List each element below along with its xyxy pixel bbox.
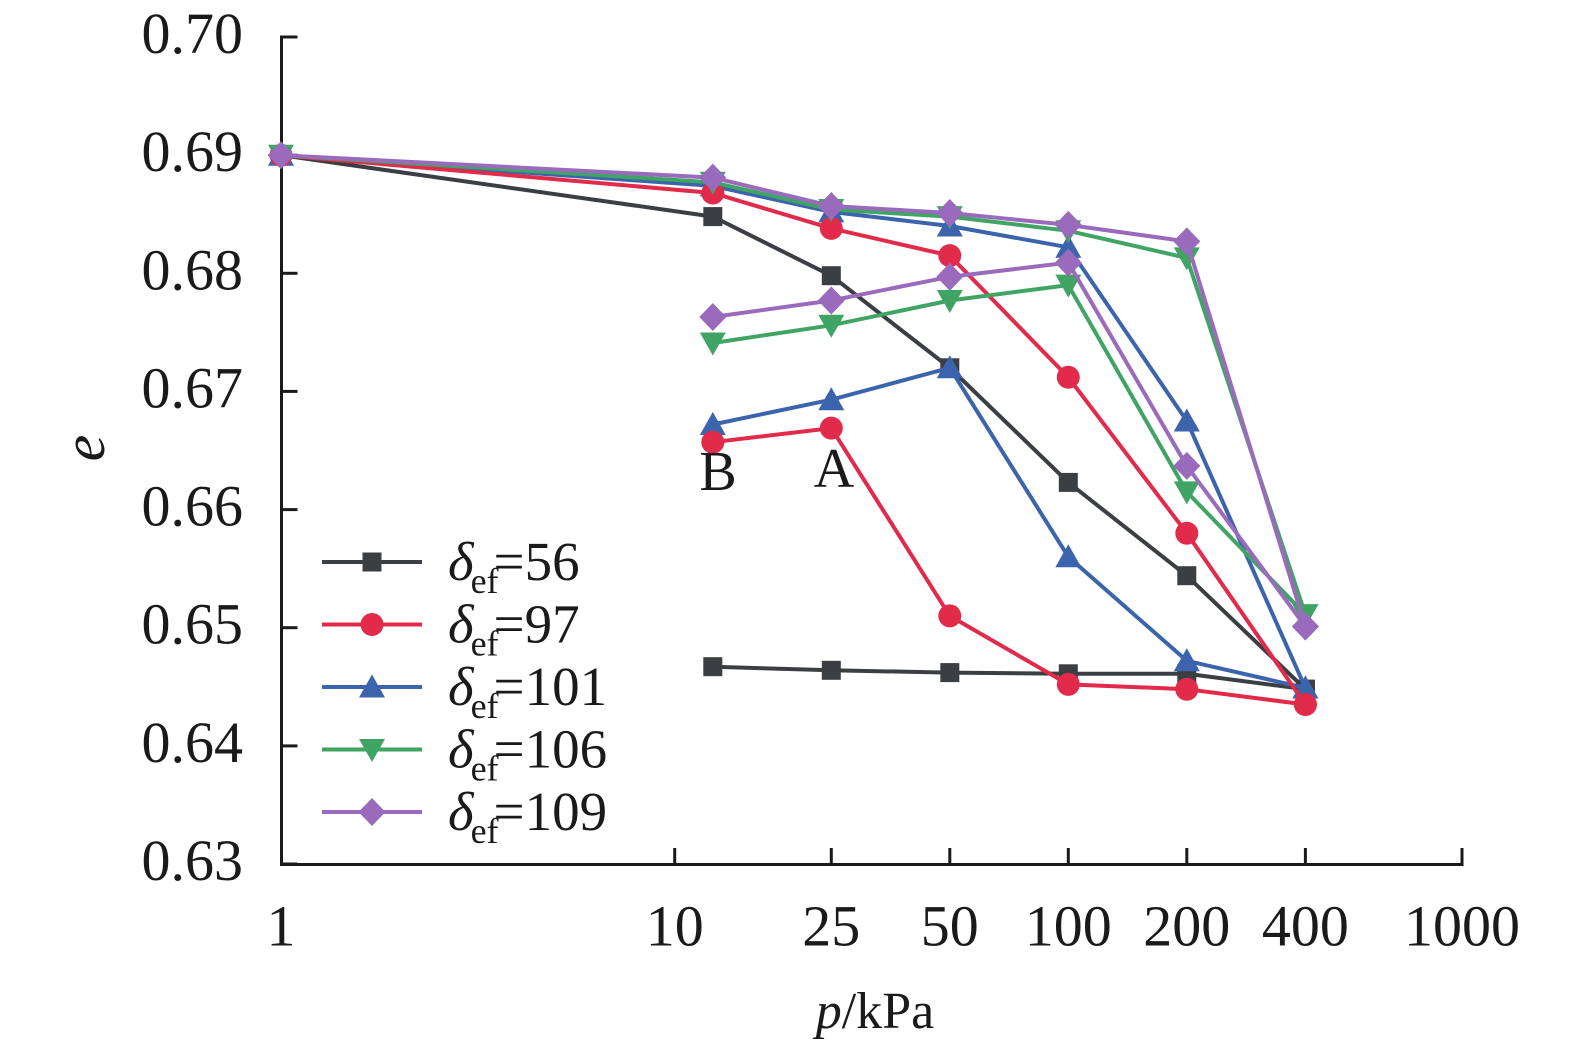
svg-text:δef=109: δef=109 <box>448 781 607 851</box>
svg-text:δef=56: δef=56 <box>448 531 580 601</box>
svg-text:100: 100 <box>1025 894 1112 959</box>
svg-text:0.63: 0.63 <box>142 828 244 893</box>
svg-text:p/kPa: p/kPa <box>812 983 934 1040</box>
svg-text:0.65: 0.65 <box>142 592 244 657</box>
svg-text:B: B <box>699 441 736 503</box>
svg-text:0.70: 0.70 <box>142 1 244 66</box>
svg-text:δef=106: δef=106 <box>448 719 607 789</box>
svg-text:1000: 1000 <box>1404 894 1520 959</box>
svg-text:A: A <box>814 438 855 500</box>
svg-text:0.66: 0.66 <box>142 474 244 539</box>
svg-text:400: 400 <box>1262 894 1349 959</box>
svg-text:1: 1 <box>267 894 296 959</box>
svg-text:e: e <box>51 435 117 462</box>
svg-text:0.64: 0.64 <box>142 710 244 775</box>
svg-text:10: 10 <box>646 894 704 959</box>
svg-text:0.69: 0.69 <box>142 119 244 184</box>
svg-text:200: 200 <box>1143 894 1230 959</box>
svg-text:δef=101: δef=101 <box>448 656 607 726</box>
svg-text:50: 50 <box>921 894 979 959</box>
svg-text:25: 25 <box>802 894 860 959</box>
svg-text:0.67: 0.67 <box>142 355 244 420</box>
svg-text:0.68: 0.68 <box>142 237 244 302</box>
svg-text:δef=97: δef=97 <box>448 594 580 664</box>
